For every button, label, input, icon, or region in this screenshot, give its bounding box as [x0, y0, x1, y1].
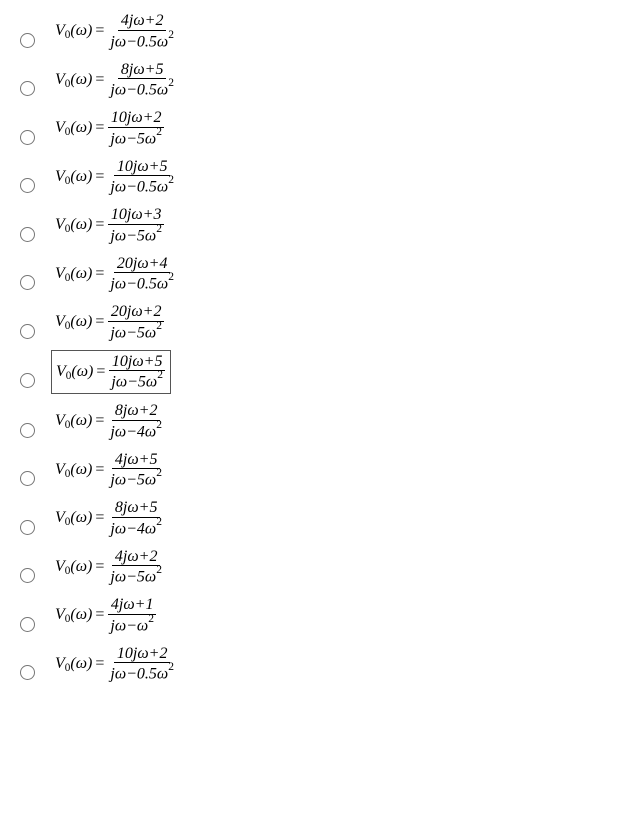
formula: V0(ω)=4jω+1jω−ω2 [51, 594, 161, 637]
formula: V0(ω)=10jω+3jω−5ω2 [51, 204, 169, 247]
formula: V0(ω)=4jω+5jω−5ω2 [51, 449, 169, 492]
formula: V0 (ω) =10jω+2jω−5ω2 [51, 107, 169, 150]
option-row-13[interactable]: V0 (ω) =10jω+2jω−0.5ω2 [20, 643, 636, 686]
radio-button[interactable] [20, 665, 35, 680]
radio-button[interactable] [20, 275, 35, 290]
option-row-10[interactable]: V0(ω)=8jω+5jω−4ω2 [20, 497, 636, 540]
radio-button[interactable] [20, 227, 35, 242]
option-row-12[interactable]: V0(ω)=4jω+1jω−ω2 [20, 594, 636, 637]
radio-button[interactable] [20, 471, 35, 486]
options-list: V0(ω)=4jω+2jω−0.5ω2 V0(ω)=8jω+5jω−0.5ω2 V0… [0, 0, 636, 701]
formula: V0(ω)=8jω+5jω−4ω2 [51, 497, 169, 540]
radio-button[interactable] [20, 324, 35, 339]
radio-button[interactable] [20, 423, 35, 438]
formula: V0(ω)=20jω+4jω−0.5ω2 [51, 253, 181, 296]
option-row-8[interactable]: V0 (ω) =8jω+2jω−4ω2 [20, 400, 636, 443]
option-row-0[interactable]: V0(ω)=4jω+2jω−0.5ω2 [20, 10, 636, 53]
radio-button[interactable] [20, 130, 35, 145]
formula: V0(ω)=8jω+5jω−0.5ω2 [51, 59, 181, 102]
formula: V0(ω)=4jω+2jω−5ω2 [51, 546, 169, 589]
radio-button[interactable] [20, 568, 35, 583]
formula: V0 (ω) =20jω+2jω−5ω2 [51, 301, 169, 344]
formula: V0 (ω) =8jω+2jω−4ω2 [51, 400, 169, 443]
radio-button[interactable] [20, 617, 35, 632]
option-row-11[interactable]: V0(ω)=4jω+2jω−5ω2 [20, 546, 636, 589]
option-row-6[interactable]: V0 (ω) =20jω+2jω−5ω2 [20, 301, 636, 344]
formula: V0 (ω) =10jω+2jω−0.5ω2 [51, 643, 181, 686]
formula: V0(ω)=4jω+2jω−0.5ω2 [51, 10, 181, 53]
option-row-2[interactable]: V0 (ω) =10jω+2jω−5ω2 [20, 107, 636, 150]
option-row-1[interactable]: V0(ω)=8jω+5jω−0.5ω2 [20, 59, 636, 102]
formula: V0 (ω) =10jω+5jω−0.5ω2 [51, 156, 181, 199]
option-row-3[interactable]: V0 (ω) =10jω+5jω−0.5ω2 [20, 156, 636, 199]
radio-button[interactable] [20, 520, 35, 535]
option-row-7[interactable]: V0(ω)=10jω+5jω−5ω2 [20, 350, 636, 395]
radio-button[interactable] [20, 373, 35, 388]
radio-button[interactable] [20, 33, 35, 48]
radio-button[interactable] [20, 81, 35, 96]
option-row-5[interactable]: V0(ω)=20jω+4jω−0.5ω2 [20, 253, 636, 296]
formula: V0(ω)=10jω+5jω−5ω2 [51, 350, 171, 395]
option-row-4[interactable]: V0(ω)=10jω+3jω−5ω2 [20, 204, 636, 247]
radio-button[interactable] [20, 178, 35, 193]
option-row-9[interactable]: V0(ω)=4jω+5jω−5ω2 [20, 449, 636, 492]
